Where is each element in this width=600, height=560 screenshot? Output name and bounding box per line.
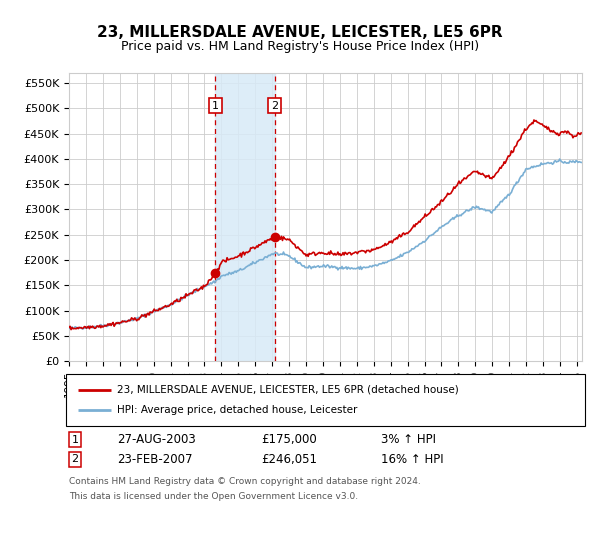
Text: 2: 2 [271, 101, 278, 111]
Text: 1: 1 [71, 435, 79, 445]
Text: 2: 2 [71, 454, 79, 464]
Text: 23-FEB-2007: 23-FEB-2007 [117, 452, 193, 466]
Text: Price paid vs. HM Land Registry's House Price Index (HPI): Price paid vs. HM Land Registry's House … [121, 40, 479, 53]
Text: Contains HM Land Registry data © Crown copyright and database right 2024.: Contains HM Land Registry data © Crown c… [69, 477, 421, 486]
Text: 23, MILLERSDALE AVENUE, LEICESTER, LE5 6PR: 23, MILLERSDALE AVENUE, LEICESTER, LE5 6… [97, 25, 503, 40]
Text: HPI: Average price, detached house, Leicester: HPI: Average price, detached house, Leic… [117, 405, 358, 415]
Text: £246,051: £246,051 [261, 452, 317, 466]
Text: 1: 1 [212, 101, 219, 111]
Text: 3% ↑ HPI: 3% ↑ HPI [381, 433, 436, 446]
Bar [215, 73, 275, 361]
Text: 23, MILLERSDALE AVENUE, LEICESTER, LE5 6PR (detached house): 23, MILLERSDALE AVENUE, LEICESTER, LE5 6… [117, 385, 459, 395]
Text: £175,000: £175,000 [261, 433, 317, 446]
Text: 16% ↑ HPI: 16% ↑ HPI [381, 452, 443, 466]
Text: This data is licensed under the Open Government Licence v3.0.: This data is licensed under the Open Gov… [69, 492, 358, 501]
Text: 27-AUG-2003: 27-AUG-2003 [117, 433, 196, 446]
